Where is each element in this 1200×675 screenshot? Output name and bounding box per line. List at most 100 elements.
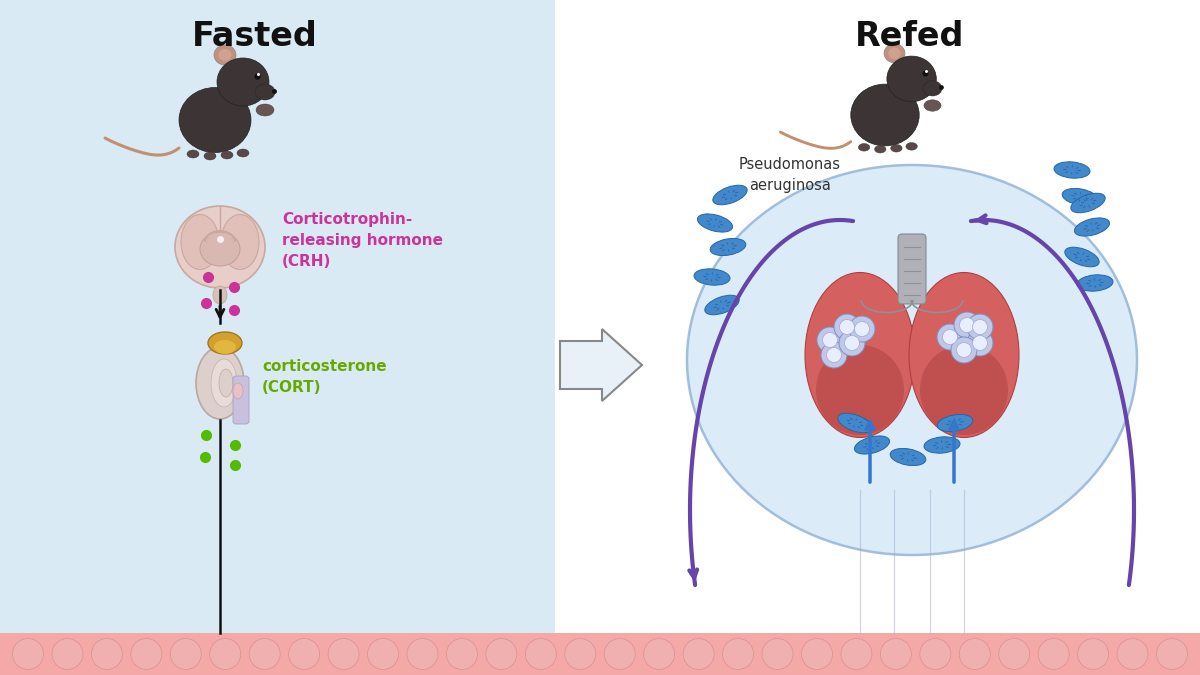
Ellipse shape [187,150,199,158]
Ellipse shape [710,238,746,256]
Circle shape [972,319,988,335]
Ellipse shape [220,369,233,397]
Circle shape [52,639,83,670]
Ellipse shape [854,436,889,454]
Ellipse shape [884,44,905,63]
Ellipse shape [1070,193,1105,213]
Ellipse shape [181,215,220,269]
Ellipse shape [875,145,886,153]
Circle shape [605,639,635,670]
Circle shape [834,314,860,340]
Circle shape [446,639,478,670]
Circle shape [827,348,841,362]
Circle shape [170,639,202,670]
Ellipse shape [890,144,902,152]
FancyBboxPatch shape [898,234,926,304]
Ellipse shape [1062,188,1098,206]
Ellipse shape [218,49,232,61]
Circle shape [841,639,872,670]
Circle shape [722,639,754,670]
Ellipse shape [924,437,960,453]
Ellipse shape [686,165,1138,555]
Ellipse shape [211,359,238,407]
Circle shape [210,639,241,670]
Ellipse shape [200,232,240,266]
Text: corticosterone
(CORT): corticosterone (CORT) [262,359,386,395]
Ellipse shape [713,185,748,205]
Circle shape [328,639,359,670]
Ellipse shape [221,151,233,159]
Circle shape [967,330,994,356]
Ellipse shape [910,273,1019,437]
Ellipse shape [204,152,216,160]
Ellipse shape [694,269,730,286]
Circle shape [1117,639,1148,670]
Ellipse shape [816,345,904,435]
Ellipse shape [937,414,973,431]
Circle shape [920,639,950,670]
Ellipse shape [1054,162,1090,178]
Circle shape [1157,639,1188,670]
Bar [0,0,554,675]
Ellipse shape [887,56,936,102]
Ellipse shape [805,273,916,437]
Ellipse shape [256,104,274,116]
Text: Pseudomonas
aeruginosa: Pseudomonas aeruginosa [739,157,841,193]
Circle shape [854,321,870,337]
Ellipse shape [920,345,1008,435]
Circle shape [762,639,793,670]
Circle shape [972,335,988,350]
Circle shape [565,639,595,670]
Ellipse shape [1064,247,1099,267]
Ellipse shape [851,84,919,146]
Circle shape [950,337,977,363]
Circle shape [1038,639,1069,670]
Ellipse shape [704,295,739,315]
Ellipse shape [214,45,236,65]
Circle shape [817,327,842,353]
Circle shape [131,639,162,670]
Ellipse shape [214,286,227,304]
Circle shape [840,319,854,335]
Circle shape [881,639,911,670]
Ellipse shape [221,215,259,269]
Ellipse shape [196,347,244,419]
Ellipse shape [217,58,269,106]
Circle shape [1078,639,1109,670]
Ellipse shape [858,144,870,151]
FancyArrow shape [560,329,642,401]
Circle shape [839,330,865,356]
Circle shape [822,333,838,348]
Text: Fasted: Fasted [192,20,318,53]
Ellipse shape [214,340,236,354]
Ellipse shape [208,332,242,354]
Circle shape [959,639,990,670]
Ellipse shape [256,84,275,100]
FancyBboxPatch shape [233,376,250,424]
Circle shape [998,639,1030,670]
Circle shape [12,639,43,670]
Ellipse shape [236,149,250,157]
Circle shape [960,317,974,333]
Ellipse shape [838,413,872,433]
Circle shape [367,639,398,670]
Ellipse shape [923,81,942,96]
Circle shape [821,342,847,368]
Bar [0,633,1200,675]
Circle shape [942,329,958,344]
Ellipse shape [890,448,926,466]
Circle shape [91,639,122,670]
Circle shape [967,314,994,340]
Ellipse shape [1078,275,1112,291]
Circle shape [486,639,517,670]
Ellipse shape [175,206,265,288]
Circle shape [683,639,714,670]
Circle shape [407,639,438,670]
Ellipse shape [924,100,941,111]
Ellipse shape [1074,218,1110,236]
Ellipse shape [179,88,251,153]
Circle shape [289,639,319,670]
Circle shape [643,639,674,670]
Text: Corticotrophin-
releasing hormone
(CRH): Corticotrophin- releasing hormone (CRH) [282,211,443,269]
Circle shape [845,335,859,350]
